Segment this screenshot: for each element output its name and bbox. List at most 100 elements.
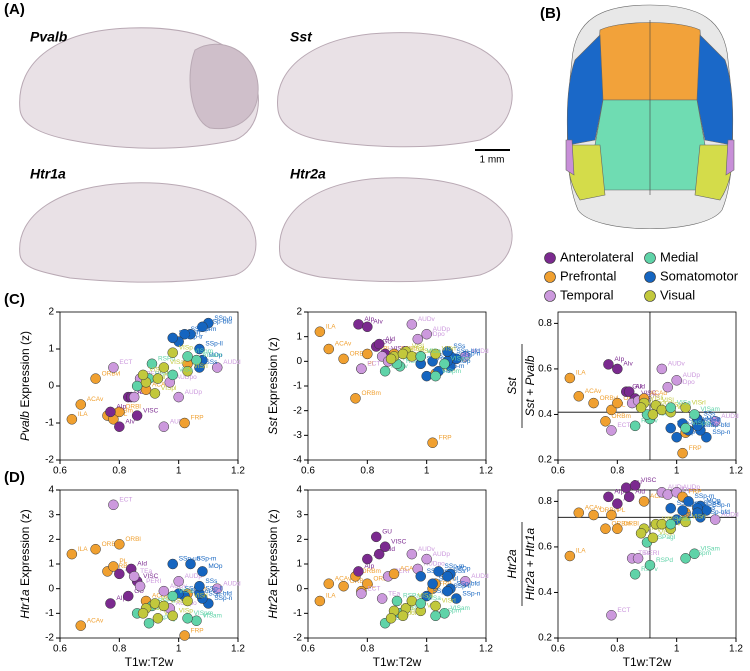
data-point [105, 598, 116, 609]
data-point [353, 566, 364, 577]
x-axis-label: T1w:T2w [623, 655, 672, 669]
point-label: MOp [456, 358, 470, 365]
point-label: AUDd [471, 348, 489, 355]
data-point [185, 558, 196, 570]
data-point [680, 422, 691, 434]
point-label: VISam [202, 352, 222, 359]
point-label: VISam [700, 545, 720, 552]
data-point [191, 354, 202, 366]
point-label: RSPd [158, 598, 175, 605]
point-label: ORBm [611, 413, 631, 420]
point-label: AUDd [721, 413, 739, 420]
data-point [167, 610, 178, 622]
section-image [279, 177, 513, 283]
y-tick-label: -2 [45, 455, 54, 466]
data-point [146, 358, 158, 370]
point-label: VISal [668, 516, 684, 523]
data-point [603, 359, 614, 370]
data-point [647, 409, 659, 420]
point-label: VISrl [194, 363, 209, 370]
section-label: Pvalb [30, 29, 68, 45]
data-point [421, 328, 432, 340]
point-label: ORBl [623, 520, 639, 527]
y-tick-label: 3 [48, 509, 54, 520]
data-point [421, 370, 432, 382]
point-label: ECT [617, 422, 630, 429]
legend-label: Temporal [560, 287, 614, 302]
point-label: GU [382, 529, 392, 536]
data-point [131, 410, 143, 421]
y-tick-label: 2 [48, 307, 54, 318]
legend-marker [544, 252, 556, 264]
point-label: ORBm [113, 563, 133, 570]
data-point [191, 615, 202, 626]
area-temporal [565, 139, 735, 176]
x-tick-label: 1 [176, 466, 182, 477]
point-label: SSp-un [427, 356, 449, 363]
point-label: SSp-m [197, 556, 217, 563]
data-point [430, 370, 441, 382]
point-label: SSp-ul [191, 326, 211, 333]
point-label: SSp-ll [703, 418, 721, 425]
point-label: VISC [641, 477, 656, 484]
point-label: FRP [689, 489, 702, 496]
data-point [134, 580, 146, 592]
y-tick-label: 2 [48, 534, 54, 545]
data-point [167, 347, 178, 358]
x-tick-label: 0.8 [360, 644, 374, 655]
point-label: GU [134, 389, 144, 396]
point-label: AIv [125, 418, 135, 425]
point-label: PERI [644, 550, 659, 557]
point-label: VISl [412, 343, 424, 350]
y-label-numerator: Sst [505, 377, 519, 395]
point-label: GU [632, 383, 642, 390]
data-point [323, 343, 335, 355]
x-tick-label: 0.8 [112, 466, 126, 477]
data-point [152, 613, 164, 624]
point-label: VISC [143, 573, 158, 580]
brain-sections [19, 27, 513, 283]
point-label: ILA [78, 411, 88, 418]
x-tick-label: 0.6 [301, 644, 315, 655]
point-label: SSp-tr [433, 368, 452, 375]
data-point [376, 593, 388, 604]
y-tick-label: 0.6 [538, 364, 552, 375]
point-label: AUDpo [424, 331, 445, 338]
y-tick-label: 0.8 [538, 318, 552, 329]
data-point [406, 351, 418, 362]
point-label: AUDp [683, 484, 701, 491]
data-point [90, 543, 101, 555]
data-point [356, 363, 367, 374]
y-tick-label: 0.4 [538, 409, 552, 420]
point-label: AUDp [683, 372, 701, 379]
data-point [442, 571, 453, 582]
plot-frame [307, 311, 487, 461]
data-point [131, 380, 143, 392]
point-label: VISl [662, 516, 674, 523]
y-tick-label: -1 [293, 381, 302, 392]
x-tick-label: 0.6 [551, 644, 565, 655]
data-point [430, 610, 441, 622]
y-tick-label: 1 [296, 331, 302, 342]
point-label: ACAd [152, 593, 169, 600]
point-label: ORBvl [102, 541, 121, 548]
y-axis-label: Htr2a Expression (z) [266, 509, 280, 618]
point-label: VISC [391, 346, 406, 353]
point-label: VISal [170, 598, 186, 605]
y-tick-label: 0.2 [538, 455, 552, 466]
data-point [427, 578, 438, 589]
y-axis-label: Sst Expression (z) [266, 337, 280, 434]
point-label: SSp-m [197, 326, 217, 333]
x-tick-label: 0.6 [301, 466, 315, 477]
point-label: ECT [617, 607, 630, 614]
data-point [600, 416, 611, 427]
point-label: ACAv [585, 504, 602, 511]
y-axis-label-gene: Htr1a [18, 589, 32, 619]
x-tick-label: 0.8 [360, 466, 374, 477]
x-tick-label: 0.6 [53, 644, 67, 655]
data-point [629, 420, 641, 432]
point-label: AUDp [433, 551, 451, 558]
x-axis-label: T1w:T2w [373, 655, 422, 669]
legend-marker [644, 252, 656, 264]
point-label: VISal [170, 359, 186, 366]
